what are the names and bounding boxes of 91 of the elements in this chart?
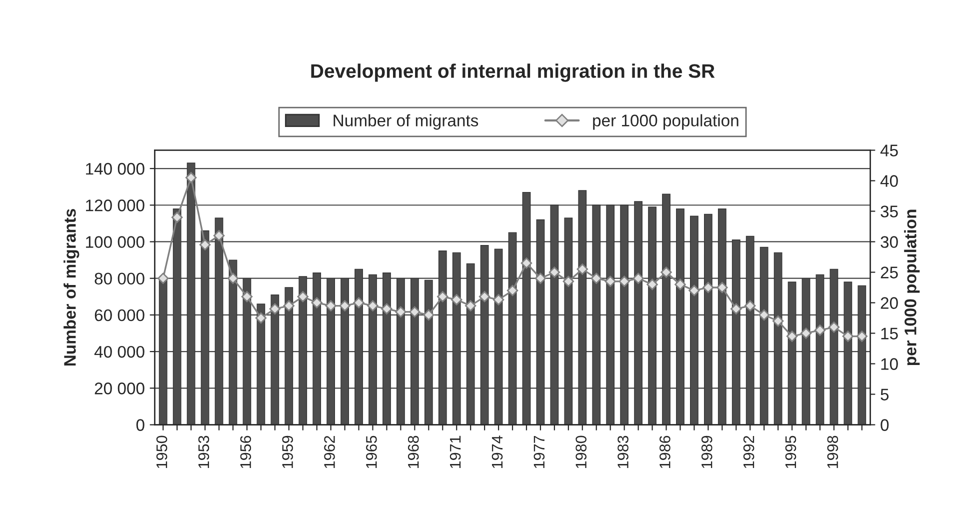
x-tick-label: 1971 — [450, 436, 461, 468]
x-tick-label: 1983 — [618, 436, 628, 468]
point — [241, 291, 253, 302]
y-axis-title: Number of migrants — [64, 208, 80, 366]
y2-tick-label: 35 — [880, 206, 898, 218]
y2-tick-label: 25 — [880, 266, 898, 278]
x-tick-label: 1962 — [324, 436, 335, 468]
point — [562, 276, 574, 287]
x-tick-label: 1959 — [282, 436, 293, 468]
point — [478, 291, 490, 302]
x-tick-label: 1992 — [743, 436, 754, 468]
point — [213, 230, 225, 242]
x-tick-label: 1989 — [701, 436, 712, 468]
point — [255, 312, 267, 324]
x-tick-label: 1980 — [576, 436, 586, 468]
point — [786, 330, 798, 342]
point — [730, 303, 742, 314]
point — [199, 239, 211, 250]
y2-tick-label: 5 — [880, 388, 889, 400]
point — [618, 276, 630, 287]
point — [716, 282, 728, 294]
y-tick-label: 60 000 — [94, 309, 144, 322]
point — [395, 306, 406, 318]
point — [437, 291, 448, 302]
y2-tick-label: 30 — [880, 236, 898, 248]
x-tick-label: 1974 — [492, 436, 503, 468]
x-tick-label: 1965 — [366, 436, 377, 468]
point — [311, 297, 322, 308]
point — [632, 272, 644, 284]
point — [171, 212, 183, 223]
x-tick-label: 1956 — [240, 436, 252, 468]
point — [674, 278, 686, 290]
point — [744, 300, 756, 312]
point — [758, 309, 770, 321]
point — [464, 300, 476, 312]
y-tick-label: 20 000 — [94, 382, 144, 394]
point — [367, 300, 378, 312]
y-tick-label: 40 000 — [94, 346, 144, 358]
y-tick-label: 80 000 — [94, 272, 144, 285]
point — [772, 315, 784, 327]
point — [814, 324, 826, 336]
point — [409, 306, 420, 318]
y2-tick-label: 15 — [881, 328, 898, 340]
point — [325, 300, 336, 312]
legend-label: per 1000 population — [593, 114, 738, 130]
point — [492, 294, 504, 306]
point — [353, 297, 364, 308]
point — [339, 300, 350, 312]
legend-label: Number of migrants — [334, 114, 478, 130]
point — [604, 276, 616, 287]
point — [451, 294, 462, 306]
y-tick-label: 100 000 — [86, 236, 144, 248]
point — [158, 272, 169, 284]
point — [548, 266, 560, 278]
x-tick-label: 1995 — [785, 436, 796, 468]
y2-axis-title: per 1000 population — [904, 210, 920, 366]
point — [688, 284, 700, 296]
x-tick-label: 1998 — [827, 436, 838, 468]
point — [660, 266, 672, 278]
x-tick-label: 1986 — [660, 436, 670, 468]
point — [506, 284, 518, 296]
y2-tick-label: 0 — [880, 419, 889, 431]
point — [534, 272, 546, 284]
x-tick-label: 1950 — [156, 436, 168, 468]
point — [800, 328, 812, 339]
point — [381, 303, 392, 314]
point — [185, 172, 197, 184]
y2-tick-label: 40 — [880, 175, 898, 187]
point — [856, 330, 868, 342]
point — [520, 257, 532, 269]
point — [227, 272, 239, 284]
y2-tick-label: 45 — [880, 144, 898, 156]
y-tick-label: 140 000 — [86, 162, 144, 175]
point — [269, 303, 281, 314]
point — [590, 272, 602, 284]
x-tick-label: 1968 — [408, 436, 419, 468]
point — [702, 282, 714, 294]
point — [646, 278, 658, 290]
point — [576, 264, 588, 275]
x-tick-label: 1977 — [534, 436, 545, 468]
y2-tick-label: 10 — [881, 358, 898, 370]
point — [297, 291, 308, 302]
y-tick-label: 0 — [136, 419, 144, 431]
point — [283, 300, 294, 312]
point — [842, 330, 854, 342]
x-tick-label: 1953 — [198, 436, 210, 468]
point — [423, 309, 434, 321]
y-tick-label: 120 000 — [86, 200, 144, 212]
chart-title: Development of internal migration in the SR — [311, 64, 715, 82]
y2-tick-label: 20 — [880, 297, 898, 309]
point — [828, 322, 840, 333]
